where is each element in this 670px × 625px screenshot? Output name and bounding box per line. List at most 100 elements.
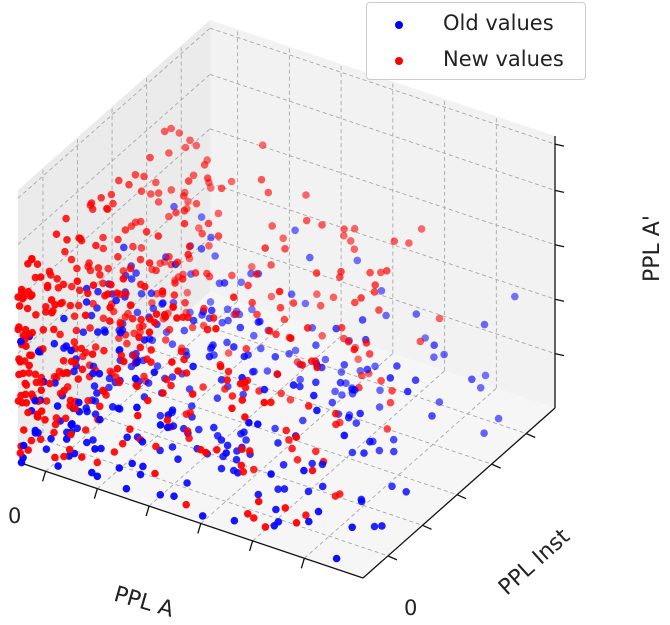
new-value-point-400	[154, 189, 163, 197]
old-value-point-224	[305, 517, 313, 526]
old-value-point-262	[248, 368, 257, 376]
new-value-point-408	[182, 500, 190, 509]
new-value-point-94	[56, 330, 64, 339]
new-value-point-227	[36, 435, 45, 444]
new-value-point-356	[50, 428, 58, 437]
old-value-point-3	[168, 340, 177, 349]
old-value-point-38	[340, 361, 349, 369]
new-value-point-8	[46, 379, 54, 388]
old-value-point-111	[402, 488, 411, 496]
new-value-point-147	[24, 408, 32, 417]
old-value-point-150	[260, 385, 269, 394]
legend-marker-new	[395, 57, 403, 65]
new-value-point-364	[37, 407, 46, 416]
new-value-point-316	[183, 427, 192, 435]
new-value-point-266	[377, 268, 385, 277]
new-value-point-96	[59, 357, 68, 365]
new-value-point-271	[195, 224, 203, 232]
old-value-point-306	[207, 306, 216, 315]
old-value-point-192	[169, 422, 178, 430]
new-value-point-269	[203, 325, 212, 334]
old-value-point-287	[128, 459, 136, 468]
new-value-point-226	[417, 225, 426, 233]
new-value-point-212	[152, 442, 160, 451]
new-value-point-310	[37, 273, 45, 281]
new-value-point-257	[197, 445, 205, 454]
old-value-point-324	[105, 374, 114, 383]
new-value-point-319	[62, 214, 70, 223]
old-value-point-299	[174, 455, 182, 464]
old-value-point-172	[67, 346, 75, 355]
new-value-point-231	[275, 287, 284, 296]
new-value-point-209	[313, 290, 321, 299]
old-value-point-235	[195, 425, 203, 434]
new-value-point-99	[212, 324, 220, 333]
old-value-point-198	[90, 382, 99, 390]
old-value-point-271	[428, 412, 436, 420]
new-value-point-375	[316, 301, 325, 310]
new-value-point-43	[158, 287, 167, 296]
new-value-point-123	[112, 373, 120, 381]
new-value-point-399	[115, 378, 123, 387]
old-value-point-250	[168, 373, 177, 381]
new-value-point-84	[159, 389, 167, 397]
new-value-point-432	[53, 275, 61, 283]
new-value-point-101	[39, 326, 48, 334]
new-value-point-167	[216, 362, 225, 371]
new-value-point-448	[435, 314, 444, 323]
new-value-point-131	[383, 425, 392, 433]
new-value-point-45	[350, 224, 359, 233]
new-value-point-10	[91, 343, 100, 351]
old-value-point-99	[321, 355, 330, 364]
old-value-point-101	[70, 367, 78, 376]
new-value-point-115	[182, 369, 191, 377]
old-value-point-240	[318, 482, 327, 491]
new-value-point-156	[302, 216, 311, 225]
new-value-point-295	[182, 410, 191, 419]
new-value-point-221	[165, 149, 173, 157]
new-value-point-46	[264, 188, 273, 197]
new-value-point-124	[151, 469, 159, 478]
new-value-point-152	[127, 301, 135, 309]
new-value-point-283	[365, 350, 374, 358]
new-value-point-454	[96, 402, 104, 411]
new-value-point-318	[78, 453, 86, 461]
new-value-point-338	[191, 269, 200, 277]
new-value-point-141	[59, 280, 68, 289]
new-value-point-78	[186, 136, 194, 145]
back-grid-z-0	[209, 237, 556, 355]
new-value-point-403	[147, 190, 155, 198]
axis-lines	[17, 136, 565, 579]
new-value-point-440	[260, 398, 269, 407]
z-axis-label: PPL A'	[640, 215, 665, 282]
new-value-point-98	[60, 386, 68, 395]
new-value-point-129	[340, 231, 348, 240]
new-value-point-278	[86, 324, 94, 332]
y-tick-label-0: 0	[404, 596, 418, 620]
new-value-point-31	[267, 261, 275, 269]
new-value-point-133	[189, 171, 198, 180]
x-tick-3	[197, 523, 202, 534]
legend-label-new: New values	[443, 47, 564, 71]
old-value-point-90	[340, 431, 349, 440]
y-tick-0	[387, 555, 398, 561]
new-value-point-464	[74, 375, 83, 383]
new-value-point-77	[181, 143, 190, 152]
new-value-point-342	[18, 398, 26, 407]
legend-item-old: Old values	[367, 9, 585, 39]
new-value-point-351	[119, 267, 128, 275]
x-tick-1	[93, 488, 98, 499]
new-value-point-425	[267, 292, 276, 301]
new-value-point-242	[276, 303, 285, 312]
new-value-point-190	[281, 245, 289, 253]
old-value-point-92	[224, 316, 232, 325]
new-value-point-178	[272, 330, 280, 339]
new-value-point-363	[96, 271, 104, 279]
z-tick-3	[554, 189, 565, 194]
old-value-point-4	[114, 404, 123, 413]
new-value-point-119	[308, 466, 317, 475]
old-value-point-22	[89, 369, 97, 378]
new-value-point-59	[121, 226, 130, 234]
new-value-point-248	[128, 314, 137, 323]
old-value-point-130	[91, 445, 99, 453]
